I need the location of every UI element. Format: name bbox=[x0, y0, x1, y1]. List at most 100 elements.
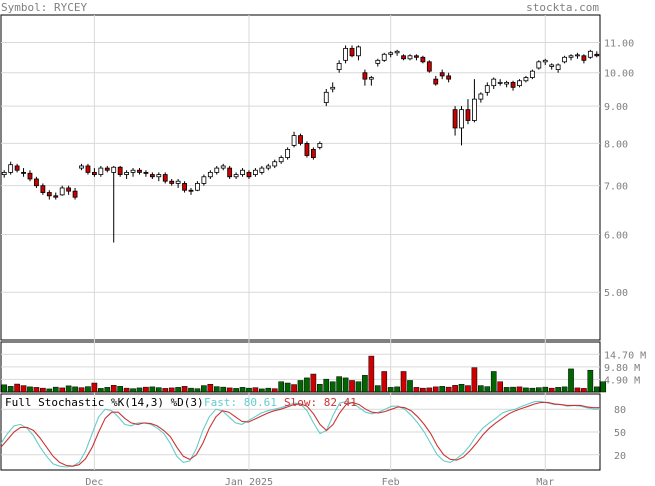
candle-body bbox=[459, 109, 464, 129]
volume-bar bbox=[593, 386, 600, 393]
candle-body bbox=[188, 189, 194, 192]
volume-bar bbox=[265, 387, 272, 393]
candle-body bbox=[407, 55, 413, 60]
volume-bar bbox=[374, 385, 381, 393]
candle-body bbox=[169, 180, 175, 184]
volume-bar bbox=[413, 387, 420, 393]
candle-body bbox=[587, 50, 593, 58]
candle-body bbox=[285, 148, 291, 158]
volume-bar bbox=[355, 381, 362, 393]
candle-body bbox=[79, 165, 84, 169]
candle-body bbox=[149, 174, 155, 178]
volume-bar bbox=[394, 386, 400, 393]
volume-bar bbox=[40, 387, 46, 393]
stochastic-lines bbox=[0, 401, 600, 468]
candle-body bbox=[426, 61, 432, 72]
candle-body bbox=[497, 81, 503, 84]
candle-body bbox=[523, 77, 529, 82]
candle-body bbox=[420, 56, 426, 63]
candle-body bbox=[21, 171, 26, 174]
volume-bar bbox=[523, 387, 529, 393]
volume-bar bbox=[52, 386, 59, 393]
volume-bar bbox=[1, 384, 8, 393]
volume-bar bbox=[304, 377, 310, 393]
volume-bar bbox=[130, 388, 136, 393]
candle-body bbox=[575, 54, 580, 57]
volume-bar bbox=[452, 385, 458, 393]
candle-body bbox=[34, 178, 39, 187]
x-tick-label: Dec bbox=[85, 477, 103, 486]
volume-bar bbox=[98, 388, 104, 393]
volume-bar bbox=[323, 378, 330, 393]
volume-bar bbox=[207, 384, 214, 393]
axis-labels: 5.00 6.00 7.00 8.00 9.00 10.00 11.00 Dec Jan 202… bbox=[85, 39, 646, 486]
volume-bar bbox=[568, 368, 574, 393]
volume-bar bbox=[14, 383, 20, 393]
candle-body bbox=[388, 52, 394, 55]
volume-bar bbox=[387, 387, 394, 393]
candle-body bbox=[368, 77, 374, 80]
candle-body bbox=[240, 169, 245, 175]
candle-body bbox=[381, 53, 387, 61]
volume-bar bbox=[426, 387, 433, 393]
candle-body bbox=[117, 166, 123, 175]
candle-body bbox=[137, 169, 142, 173]
candle-body bbox=[310, 148, 316, 158]
candle-body bbox=[510, 81, 516, 88]
volume-bar bbox=[362, 375, 368, 393]
volume-bar bbox=[471, 367, 478, 393]
volume-bar bbox=[78, 387, 85, 393]
volume-bar bbox=[529, 387, 536, 393]
candle-body bbox=[581, 55, 587, 61]
candle-body bbox=[536, 61, 542, 69]
candle-body bbox=[130, 169, 136, 173]
candle-body bbox=[452, 109, 458, 129]
candle-body bbox=[343, 47, 348, 61]
volume-bar bbox=[291, 384, 297, 393]
candle-body bbox=[265, 165, 271, 169]
volume-bar bbox=[136, 387, 143, 393]
volume-bar bbox=[259, 388, 265, 393]
candle-body bbox=[401, 55, 406, 60]
candle-body bbox=[529, 70, 535, 78]
volume-bar bbox=[574, 387, 581, 393]
volume-bar bbox=[310, 373, 317, 393]
candle-body bbox=[220, 165, 226, 169]
volume-bar bbox=[284, 382, 291, 393]
stochastic-title: Full Stochastic %K(14,3) %D(3) bbox=[5, 396, 204, 409]
candle-body bbox=[98, 167, 104, 175]
grid-lines bbox=[1, 15, 600, 470]
price-panel bbox=[0, 14, 601, 341]
price-tick-label: 7.00 bbox=[604, 182, 628, 193]
candle-body bbox=[594, 53, 600, 57]
candle-body bbox=[162, 174, 168, 182]
candle-body bbox=[66, 187, 72, 192]
volume-bar bbox=[516, 386, 523, 393]
site-name[interactable]: stockta.com bbox=[526, 1, 599, 14]
volume-bar bbox=[155, 387, 162, 393]
volume-bar bbox=[117, 386, 123, 393]
candle-body bbox=[111, 166, 117, 173]
candle-body bbox=[14, 165, 20, 171]
volume-bar bbox=[162, 388, 169, 393]
volume-bar bbox=[329, 381, 336, 393]
volume-bar bbox=[542, 386, 549, 393]
volume-bar bbox=[226, 387, 233, 393]
candle-body bbox=[207, 171, 213, 178]
candle-body bbox=[253, 169, 258, 175]
candle-body bbox=[349, 47, 355, 57]
volume-bar bbox=[297, 380, 304, 393]
candle-body bbox=[53, 195, 59, 198]
candle-body bbox=[214, 167, 220, 173]
symbol-label: Symbol: RYCEY bbox=[1, 1, 88, 14]
volume-bar bbox=[213, 386, 220, 393]
candle-body bbox=[484, 85, 490, 93]
volume-bar bbox=[188, 387, 194, 393]
candle-body bbox=[549, 64, 555, 67]
candle-body bbox=[59, 187, 65, 196]
volume-bar bbox=[181, 386, 188, 393]
volume-bar bbox=[316, 384, 323, 393]
candle-body bbox=[124, 171, 129, 175]
candle-body bbox=[72, 190, 78, 198]
volume-bar bbox=[445, 386, 452, 393]
